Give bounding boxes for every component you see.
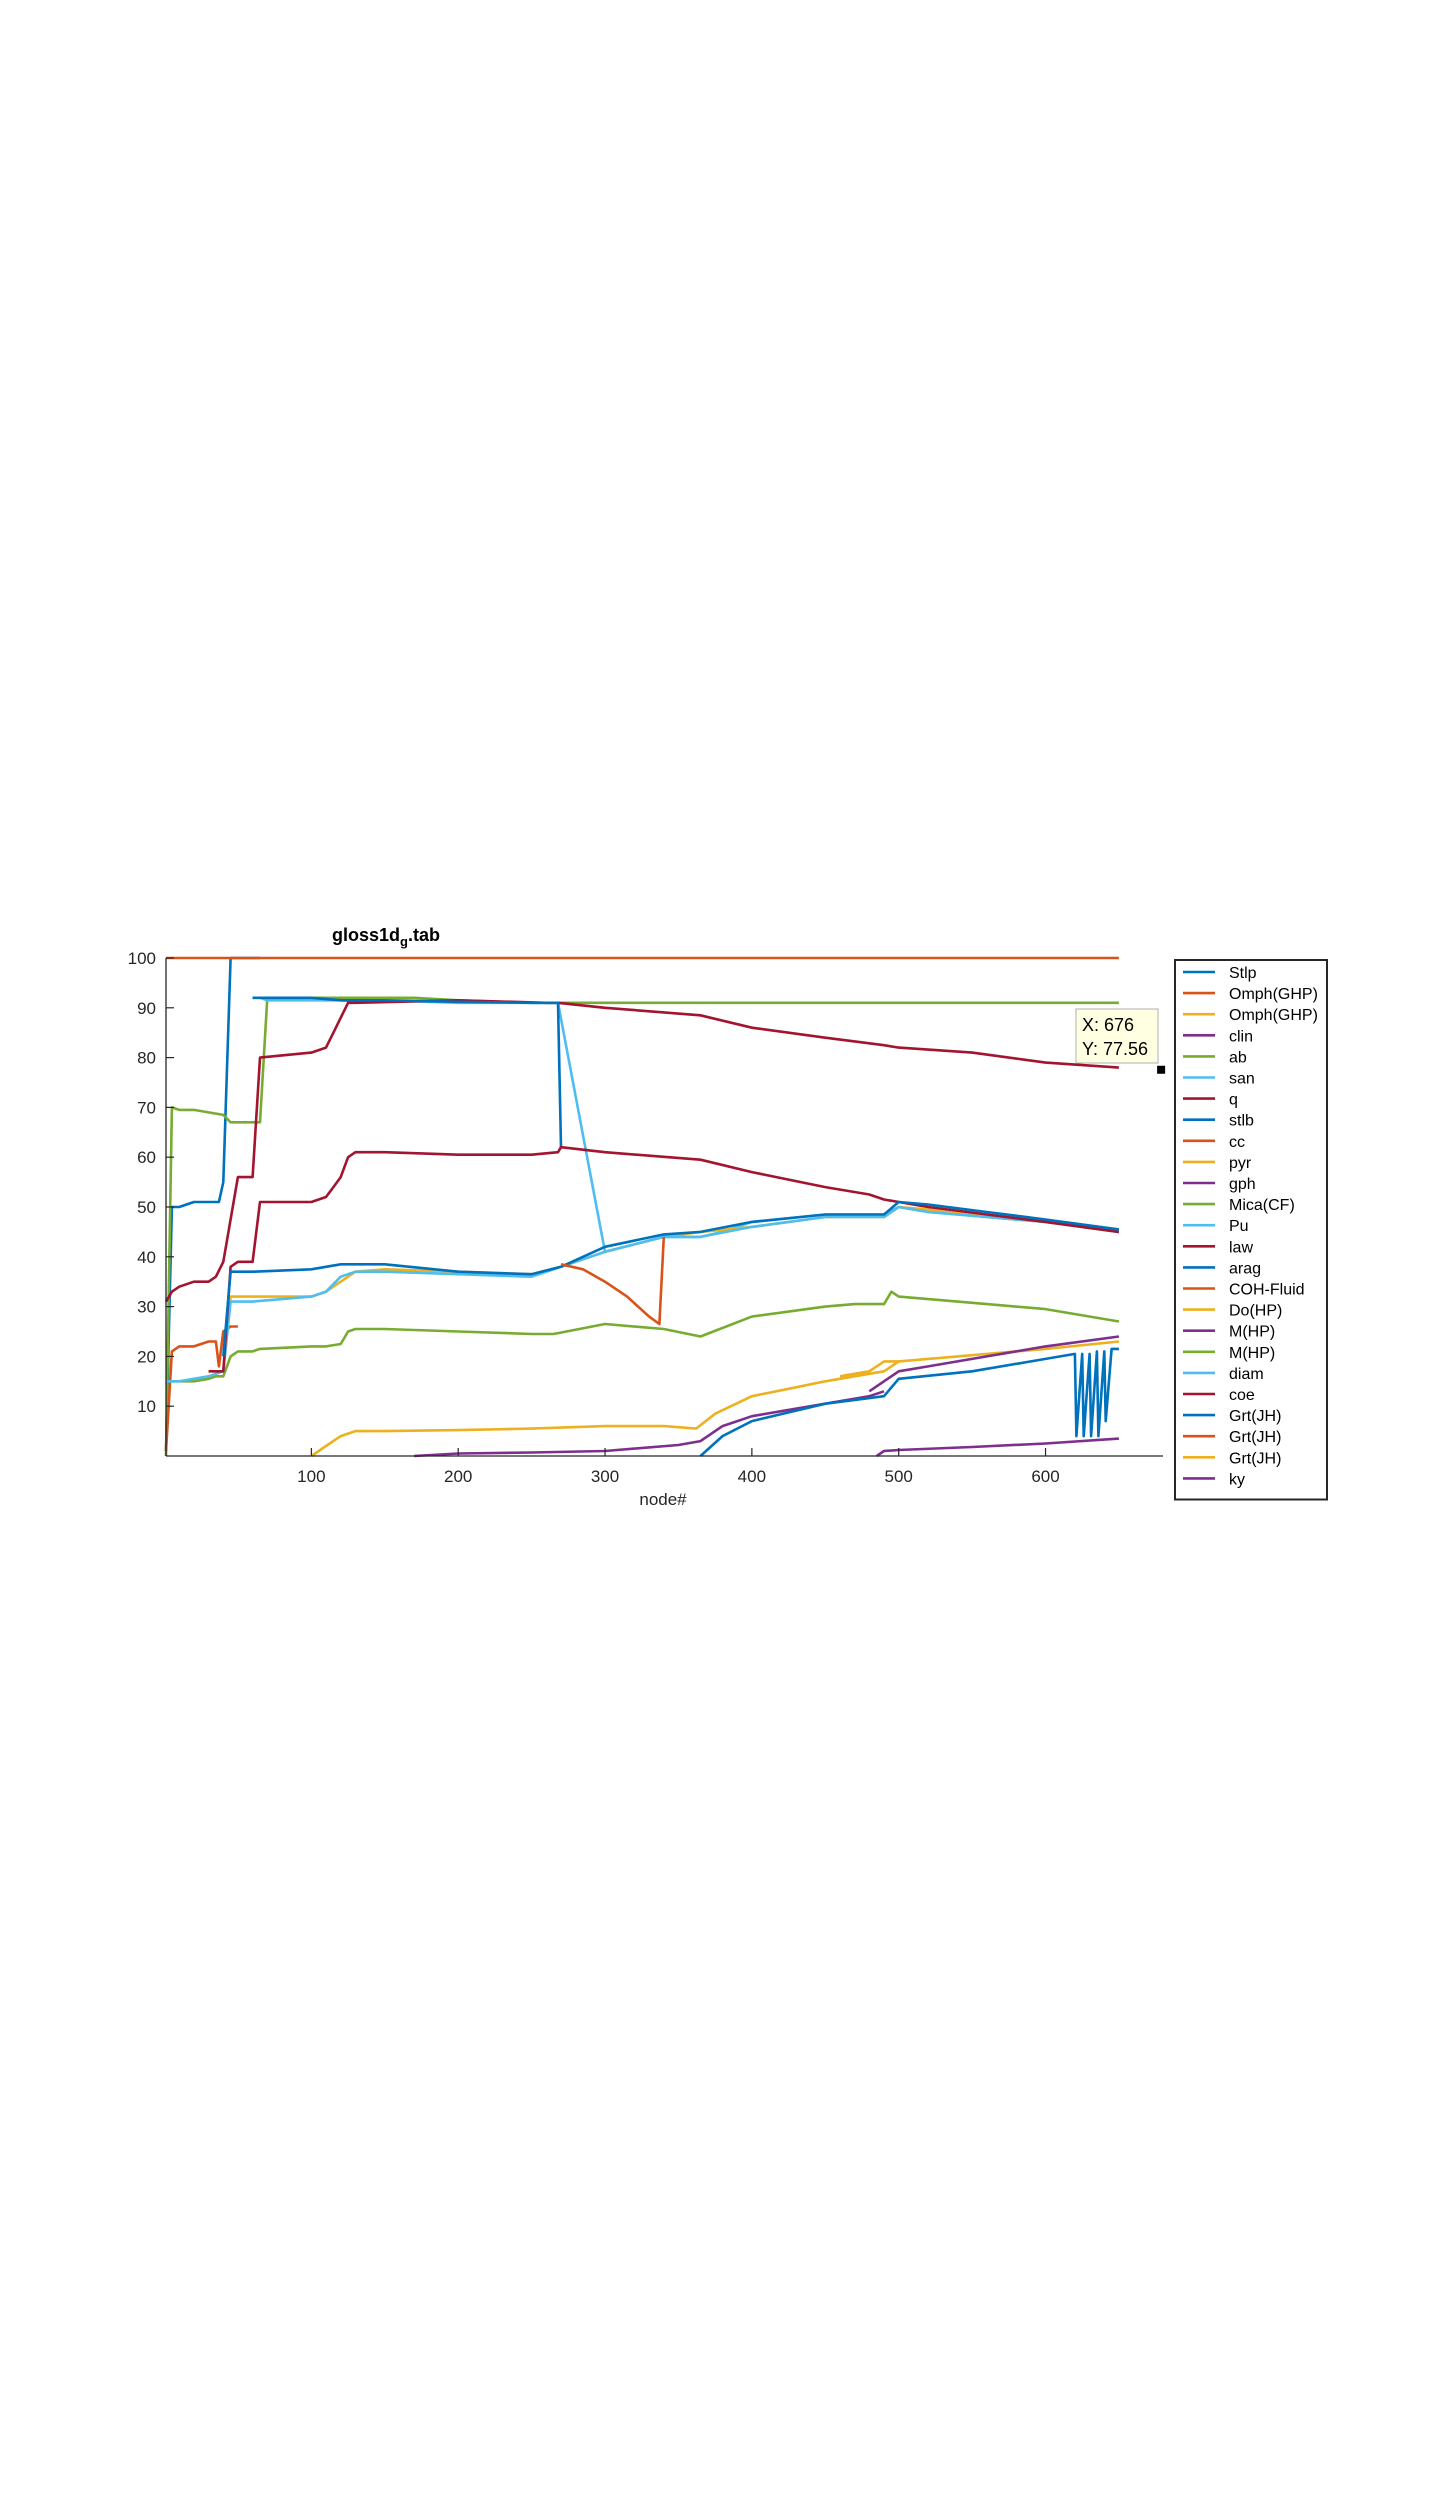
datatip-marker[interactable]	[1157, 1065, 1166, 1074]
y-tick-label: 10	[137, 1397, 156, 1416]
y-tick-label: 100	[128, 949, 156, 968]
legend-label: cc	[1229, 1134, 1245, 1151]
x-tick-label: 100	[297, 1467, 325, 1486]
series-line-13	[208, 1145, 1120, 1373]
legend-label: gph	[1229, 1176, 1256, 1193]
y-tick-label: 40	[137, 1248, 156, 1267]
legend-box	[1174, 959, 1328, 1501]
legend-label: M(HP)	[1229, 1324, 1275, 1341]
series-line-14	[222, 1200, 1120, 1357]
chart-title: gloss1dg.tab	[332, 925, 440, 949]
legend-label: clin	[1229, 1028, 1253, 1045]
legend-label: ab	[1229, 1049, 1247, 1066]
series-line-16	[839, 1360, 899, 1378]
series-line-7	[252, 996, 563, 1148]
legend-label: Stlp	[1229, 965, 1257, 982]
y-tick-label: 60	[137, 1148, 156, 1167]
x-tick-label: 500	[885, 1467, 913, 1486]
title-extension: .tab	[408, 925, 440, 945]
title-subscript: g	[400, 934, 408, 949]
x-tick-label: 400	[738, 1467, 766, 1486]
x-tick-label: 200	[444, 1467, 472, 1486]
legend-label: coe	[1229, 1387, 1255, 1404]
legend-label: san	[1229, 1071, 1255, 1088]
y-tick-label: 80	[137, 1049, 156, 1068]
legend-label: Do(HP)	[1229, 1303, 1282, 1320]
series-line-10	[875, 1437, 1119, 1458]
legend: Stlp Omph(GHP) Omph(GHP) clin ab san q stlb cc py…	[1174, 959, 1328, 1501]
legend-label: Omph(GHP)	[1229, 1007, 1318, 1024]
legend-label: diam	[1229, 1366, 1264, 1383]
y-tick-label: 20	[137, 1347, 156, 1366]
legend-label: Omph(GHP)	[1229, 986, 1318, 1003]
y-tick-label: 70	[137, 1098, 156, 1117]
legend-label: COH-Fluid	[1229, 1282, 1305, 1299]
legend-label: pyr	[1229, 1155, 1252, 1172]
legend-label: stlb	[1229, 1113, 1254, 1130]
series-line-21	[699, 1347, 1119, 1457]
y-tick-label: 90	[137, 999, 156, 1018]
title-main: gloss1d	[332, 925, 400, 945]
series-line-4	[164, 996, 1119, 1457]
series-line-17	[868, 1335, 1120, 1393]
legend-label: Mica(CF)	[1229, 1197, 1295, 1214]
y-tick-label: 30	[137, 1298, 156, 1317]
x-axis-label: node#	[639, 1490, 687, 1509]
series-line-11	[166, 1290, 1120, 1383]
series-line-3	[414, 1390, 885, 1458]
datatip-x-label: X: 676	[1082, 1015, 1134, 1035]
legend-label: Grt(JH)	[1229, 1429, 1281, 1446]
legend-label: law	[1229, 1239, 1253, 1256]
legend-label: ky	[1229, 1471, 1245, 1488]
series-lines	[164, 956, 1120, 1458]
legend-label: arag	[1229, 1260, 1261, 1277]
legend-label: q	[1229, 1092, 1238, 1109]
x-tick-label: 300	[591, 1467, 619, 1486]
x-tick-label: 600	[1031, 1467, 1059, 1486]
legend-label: M(HP)	[1229, 1345, 1275, 1362]
series-line-9	[208, 1205, 1120, 1373]
series-line-15	[560, 1236, 666, 1326]
series-line-6	[164, 998, 1119, 1303]
tick-labels: 100 200 300 400 500 600 10 20 30 40 50 60 70 80 90 100	[128, 949, 1060, 1486]
datatip-box	[1075, 1008, 1159, 1064]
axes	[165, 958, 1163, 1457]
legend-label: Grt(JH)	[1229, 1450, 1281, 1467]
y-tick-label: 50	[137, 1198, 156, 1217]
datatip[interactable]: X: 676 Y: 77.56	[1075, 1008, 1166, 1074]
datatip-y-label: Y: 77.56	[1082, 1039, 1148, 1059]
legend-label: Grt(JH)	[1229, 1408, 1281, 1425]
legend-label: Pu	[1229, 1218, 1249, 1235]
series-line-2	[310, 1340, 1120, 1458]
